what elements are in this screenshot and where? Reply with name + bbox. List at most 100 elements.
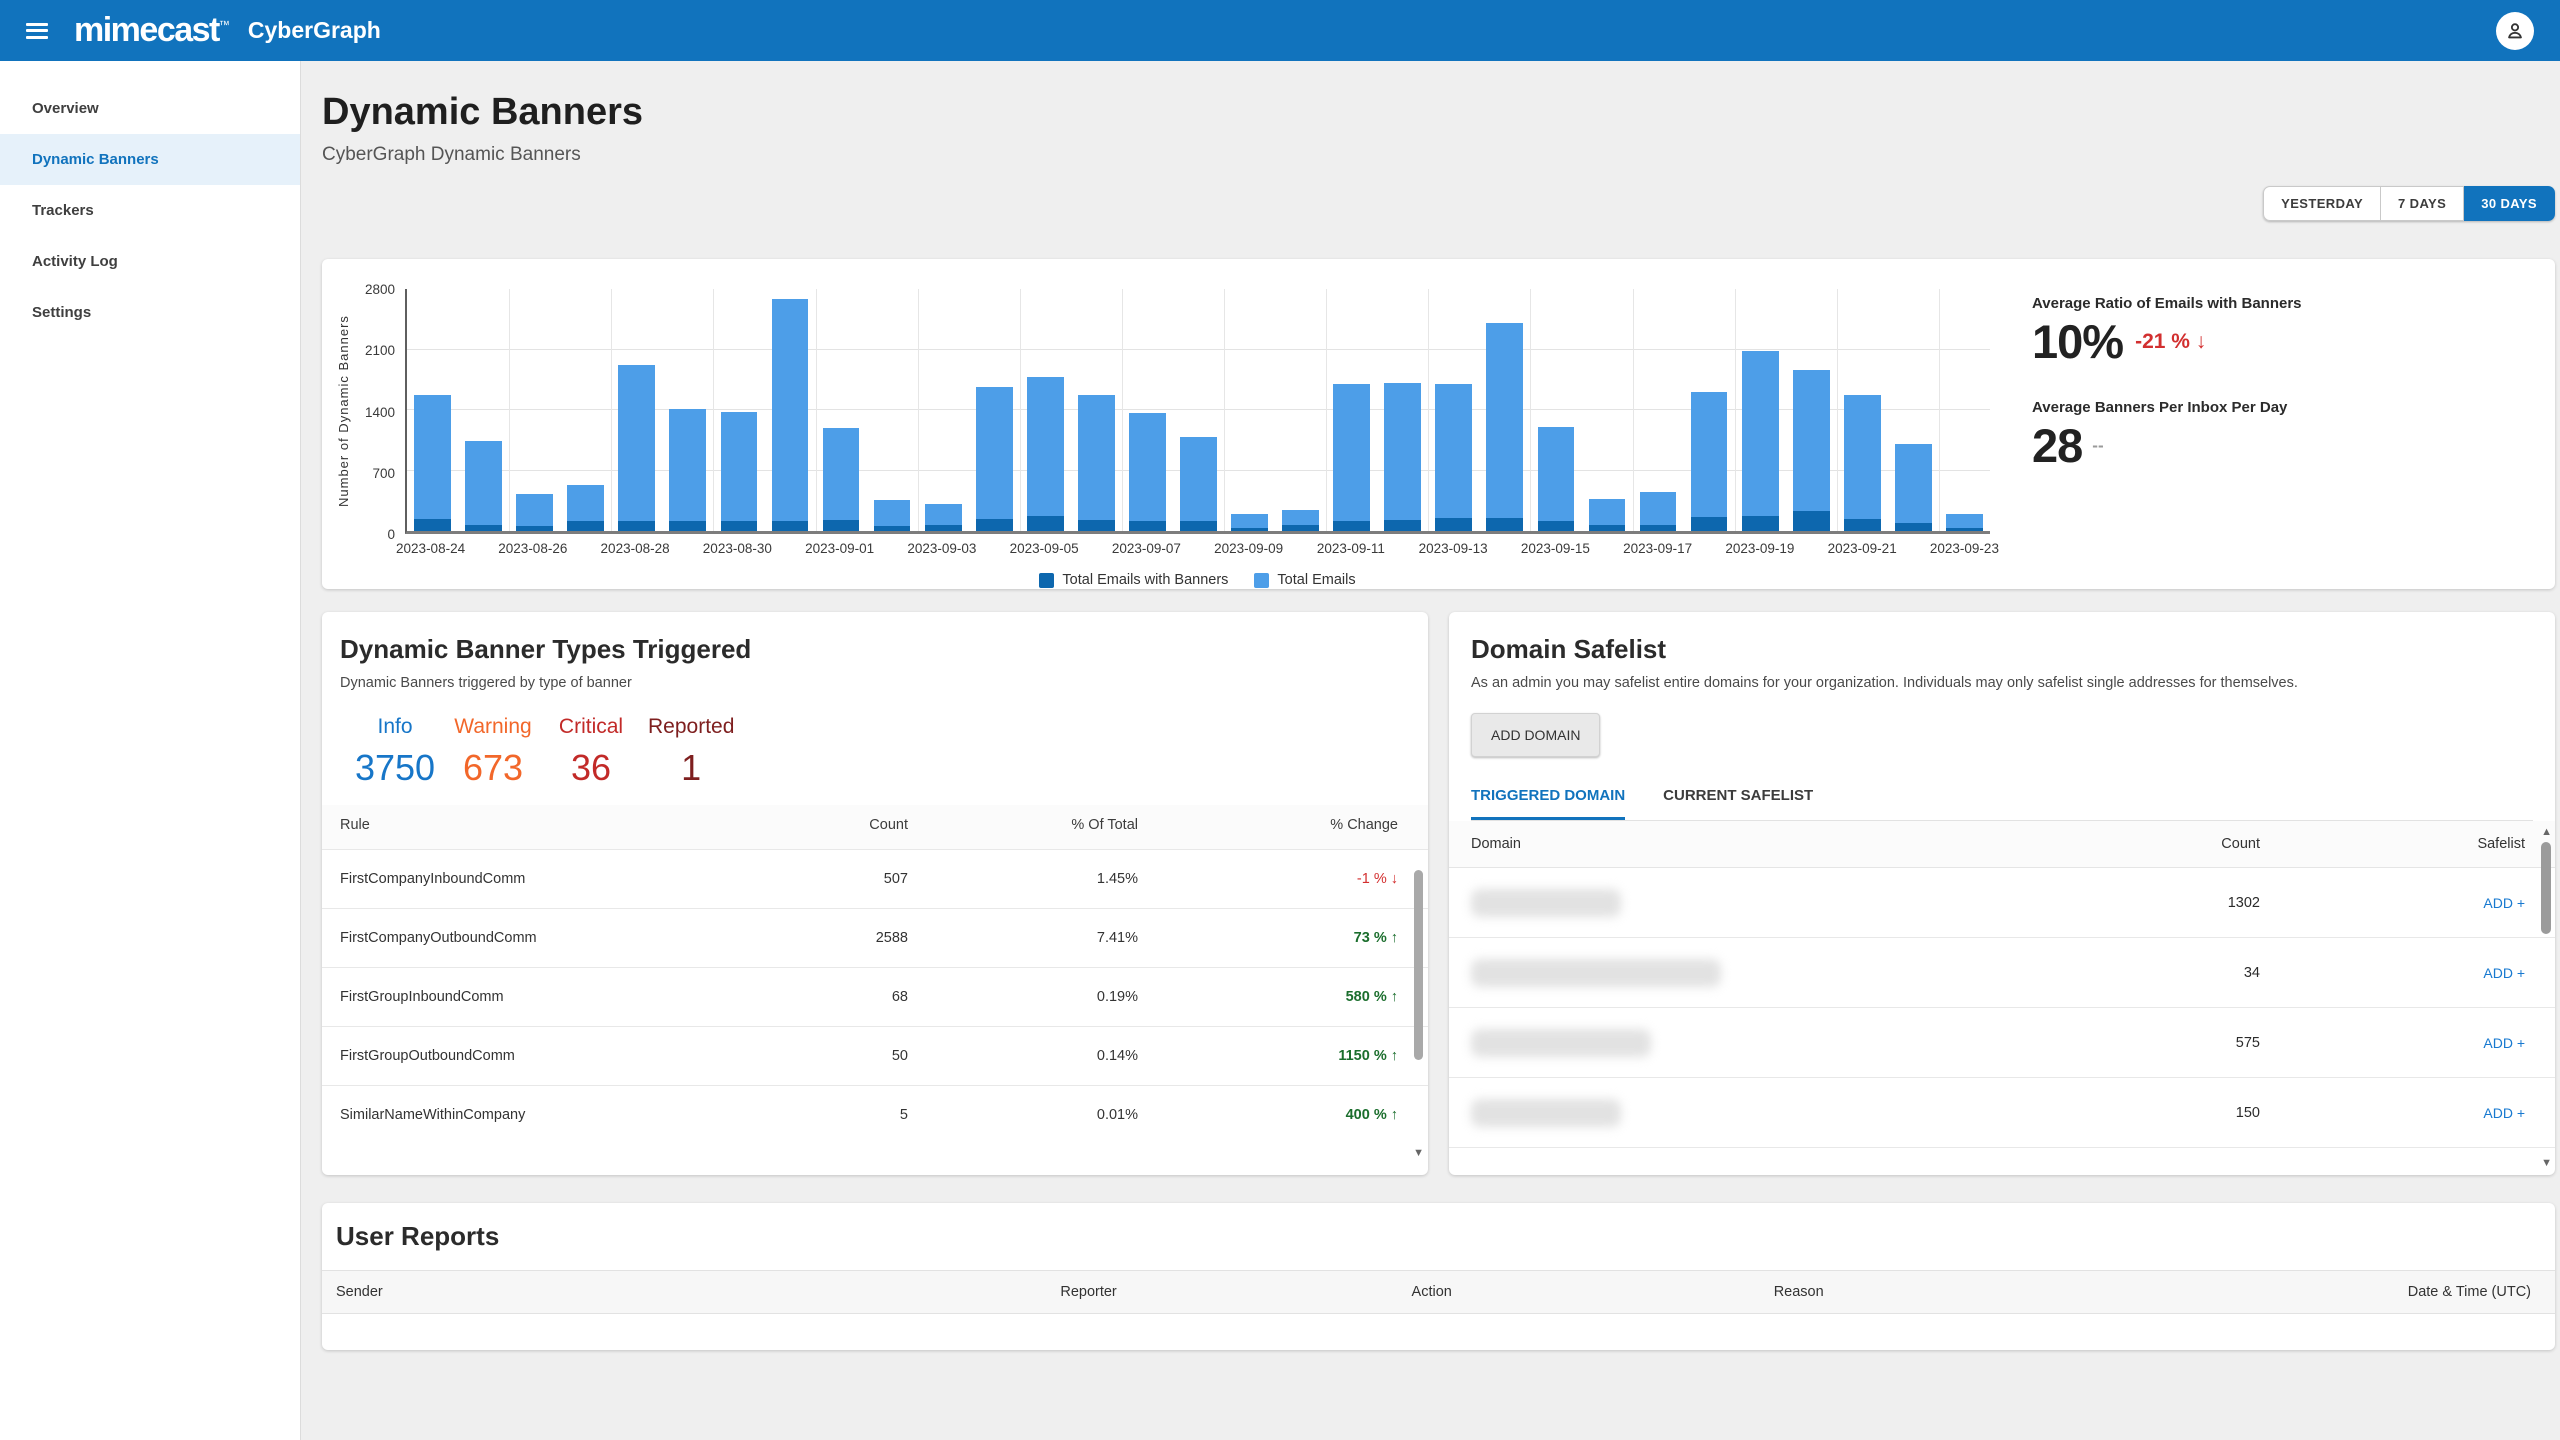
chart-gridline — [509, 289, 511, 531]
stacked-bar — [1894, 444, 1932, 531]
bar-slot — [1428, 289, 1479, 531]
bar-slot — [1479, 289, 1530, 531]
bar-total-emails — [924, 503, 962, 525]
stacked-bar — [924, 503, 962, 531]
bar-slot — [1326, 289, 1377, 531]
rule-count: 68 — [891, 989, 908, 1005]
rule-pct-of-total: 0.19% — [1096, 989, 1138, 1005]
counter-label: Critical — [558, 715, 624, 738]
bar-total-emails — [1588, 498, 1626, 525]
banner-rules-table-header: Rule Count % Of Total % Change — [322, 805, 1428, 849]
hamburger-menu-icon[interactable] — [26, 22, 48, 39]
add-to-safelist-link[interactable]: ADD + — [2483, 894, 2525, 911]
domain-table-scrollbar[interactable]: ▲ ▼ — [2539, 826, 2552, 1169]
user-reports-card: User Reports Sender Reporter Action Reason D… — [322, 1203, 2555, 1350]
table-row: FirstCompanyOutboundComm 2588 7.41% 73 % ↑ — [322, 908, 1428, 967]
stacked-bar — [822, 427, 860, 531]
x-tick-label: 2023-09-01 — [805, 541, 875, 556]
table-row: FirstGroupInboundComm 68 0.19% 580 % ↑ — [322, 967, 1428, 1026]
stacked-bar — [720, 412, 758, 531]
bar-emails-with-banners — [618, 520, 656, 531]
sidebar-item-dynamic-banners[interactable]: Dynamic Banners — [0, 134, 300, 185]
bar-slot — [1173, 289, 1224, 531]
chart-plot — [405, 289, 1990, 534]
chart-gridline — [611, 289, 613, 531]
bar-emails-with-banners — [1180, 521, 1217, 531]
table-row: SimilarNameWithinCompany 5 0.01% 400 % ↑ — [322, 1085, 1428, 1144]
x-tick-label: 2023-09-21 — [1827, 541, 1897, 556]
rule-name: FirstCompanyInboundComm — [340, 871, 526, 887]
stacked-bar — [1129, 412, 1166, 531]
sidebar-item-trackers[interactable]: Trackers — [32, 202, 94, 219]
y-tick-label: 1400 — [364, 404, 395, 420]
x-tick-label: 2023-08-30 — [702, 541, 772, 556]
counter-label: Reported — [648, 715, 735, 738]
bar-total-emails — [465, 440, 502, 525]
bar-total-emails — [1946, 513, 1983, 529]
sidebar-item-activity-log[interactable]: Activity Log — [32, 253, 118, 270]
bar-slot — [713, 289, 764, 531]
user-avatar[interactable] — [2496, 11, 2534, 50]
bar-slot — [1684, 289, 1735, 531]
bar-total-emails — [1077, 394, 1115, 520]
add-to-safelist-link[interactable]: ADD + — [2483, 1104, 2525, 1121]
x-tick-label: 2023-09-03 — [907, 541, 977, 556]
scroll-up-icon[interactable]: ▲ — [2541, 826, 2552, 838]
bar-emails-with-banners — [1792, 510, 1830, 531]
bar-slot — [867, 289, 918, 531]
bar-emails-with-banners — [516, 525, 554, 531]
y-tick-label: 0 — [387, 527, 395, 542]
scrollbar-thumb[interactable] — [2541, 842, 2551, 934]
counter-label: Info — [377, 715, 413, 738]
tab-current-safelist[interactable]: CURRENT SAFELIST — [1663, 787, 1814, 804]
bar-slot — [662, 289, 713, 531]
bar-slot — [1888, 289, 1939, 531]
stacked-bar — [1435, 384, 1473, 531]
bar-slot — [1939, 289, 1990, 531]
banner-type-counters: Info 3750 Warning 673 Critical 36 Reported 1 — [346, 715, 1410, 789]
bar-emails-with-banners — [822, 519, 860, 531]
stacked-bar — [1231, 513, 1268, 531]
redacted-text — [1471, 888, 1621, 917]
bar-total-emails — [1129, 412, 1166, 521]
sidebar-item-overview[interactable]: Overview — [32, 100, 99, 117]
stat-avg-ratio-label: Average Ratio of Emails with Banners — [2032, 295, 2302, 312]
stacked-bar — [567, 484, 605, 531]
stacked-bar — [873, 499, 911, 531]
counter-value: 3750 — [354, 747, 436, 788]
add-to-safelist-link[interactable]: ADD + — [2483, 964, 2525, 981]
sidebar-item-settings[interactable]: Settings — [32, 304, 92, 321]
domain-name-redacted — [1471, 888, 2090, 917]
rule-pct-change: 580 % ↑ — [1345, 989, 1398, 1005]
stat-avg-per-inbox-value: 28 — [2032, 419, 2083, 472]
range-yesterday-button[interactable]: YESTERDAY — [2263, 186, 2382, 221]
column-header: Rule — [340, 817, 370, 833]
range-7-days-button[interactable]: 7 DAYS — [2381, 186, 2465, 221]
range-30-days-button[interactable]: 30 DAYS — [2464, 186, 2555, 221]
scroll-down-icon[interactable]: ▼ — [1413, 1147, 1424, 1159]
column-header: Reason — [1773, 1284, 1824, 1300]
stacked-bar — [1384, 383, 1422, 531]
add-to-safelist-link[interactable]: ADD + — [2483, 1034, 2525, 1051]
bar-slot — [1377, 289, 1428, 531]
domain-safelist-card: Domain Safelist As an admin you may safe… — [1449, 612, 2555, 1175]
domain-count: 34 — [2243, 964, 2260, 981]
column-header: Count — [869, 817, 908, 833]
rule-name: FirstGroupInboundComm — [340, 989, 504, 1005]
bar-slot — [918, 289, 969, 531]
legend-swatch — [1254, 572, 1270, 588]
x-tick-label: 2023-09-09 — [1214, 541, 1284, 556]
bar-emails-with-banners — [1384, 519, 1422, 531]
scroll-down-icon[interactable]: ▼ — [2541, 1157, 2552, 1169]
tab-triggered-domain[interactable]: TRIGGERED DOMAIN — [1471, 787, 1626, 820]
scrollbar-thumb[interactable] — [1414, 870, 1423, 1060]
add-domain-button[interactable]: ADD DOMAIN — [1471, 713, 1601, 757]
stacked-bar — [516, 494, 554, 531]
rule-count: 2588 — [875, 930, 908, 946]
column-header: Sender — [336, 1284, 383, 1300]
product-name: CyberGraph — [247, 17, 381, 43]
banner-table-scrollbar[interactable]: ▼ — [1412, 870, 1424, 1159]
chart-bars — [407, 289, 1990, 531]
column-header: % Change — [1330, 817, 1398, 833]
chart-gridline — [917, 289, 919, 531]
